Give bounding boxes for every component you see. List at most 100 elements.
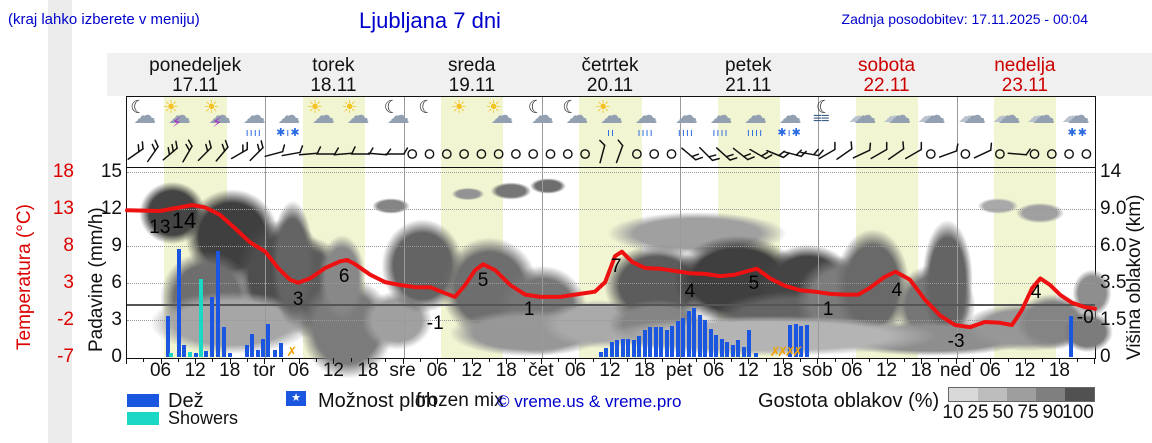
icon-layer: ☁ [242, 102, 266, 128]
rain-swatch [127, 394, 159, 407]
time-label: 06 [703, 360, 725, 381]
time-tick [368, 358, 369, 364]
time-tick [1007, 358, 1009, 362]
precip-tick-label: 0 [111, 346, 122, 367]
cloud-tick-label: 9.0 [1100, 198, 1127, 219]
icon-layer: ☁ [277, 102, 301, 128]
day-separator [956, 168, 958, 358]
wind-barb-icon [127, 141, 144, 160]
temp-value-label: -0 [1076, 307, 1094, 329]
day-separator [680, 97, 682, 167]
time-label: 12 [184, 360, 206, 381]
precip-bar [194, 353, 199, 357]
temp-tick-label: 8 [63, 235, 74, 256]
showers-swatch [127, 412, 159, 425]
precip-bar [664, 329, 669, 357]
precip-tick-label: 15 [100, 161, 122, 182]
day-separator [680, 168, 682, 358]
time-tick [506, 358, 508, 364]
temp-tick-label: -2 [57, 309, 74, 330]
wind-barb-icon [973, 142, 993, 159]
page-left-strip [48, 0, 72, 443]
density-segment [978, 388, 1007, 401]
time-label: 06 [841, 360, 863, 381]
temp-value-label: 4 [684, 280, 696, 302]
shower-chance-star-icon: ★ [286, 391, 306, 406]
day-name: ponedeljek [149, 55, 242, 76]
icon-layer: ✱ı✱ [276, 127, 301, 139]
icon-layer: ☁ [917, 106, 936, 126]
calm-wind-icon [407, 149, 418, 159]
cloud-tick-label: 1.5 [1100, 309, 1127, 330]
wind-barb-icon [783, 149, 807, 158]
time-tick [419, 358, 421, 362]
time-tick [696, 358, 698, 362]
time-tick [471, 358, 473, 364]
icon-layer: ☁ [888, 102, 912, 128]
density-segment [1036, 388, 1065, 401]
time-tick [886, 358, 888, 364]
icon-layer: ☁ [1061, 106, 1080, 126]
icon-layer: ☁ [778, 102, 802, 128]
temp-value-label: 7 [610, 256, 622, 278]
day-date: 22.11 [863, 75, 910, 96]
cloud-tick-label: 14 [1100, 161, 1122, 182]
copyright-link[interactable]: © vreme.us & vreme.pro [497, 392, 682, 411]
precip-bar [724, 342, 729, 357]
precip-bar [702, 320, 707, 357]
time-tick [229, 358, 231, 364]
time-label: 12 [1014, 360, 1036, 381]
frozen-mix-icon: ✗ [792, 344, 804, 359]
precip-bar [221, 327, 226, 357]
calm-wind-icon [562, 149, 573, 159]
time-tick [627, 358, 629, 362]
time-tick [817, 358, 819, 364]
frozen-mix-icon: ✗ [769, 344, 781, 359]
precip-bar [746, 329, 751, 357]
temperature-curve [125, 203, 1097, 330]
precip-bar [187, 352, 192, 357]
frozen-mix-icon: ✗ [777, 344, 789, 359]
precip-bar [691, 307, 696, 357]
icon-layer: ☀ [485, 97, 502, 117]
time-tick [489, 358, 490, 362]
wind-barb-icon [732, 147, 755, 161]
time-tick [869, 358, 871, 362]
sleet-icon: ☁ ✱ı✱ [270, 97, 306, 141]
time-label: 18 [357, 360, 379, 381]
icon-layer: ☁ [744, 102, 768, 128]
precip-bar [176, 248, 181, 357]
temp-value-label: 6 [338, 265, 350, 287]
time-tick [782, 358, 784, 364]
precip-bar [686, 311, 691, 357]
rain-icon: ☁ ıııı [236, 97, 272, 141]
wind-barb-icon [870, 141, 888, 160]
temp-value-label: 1 [822, 299, 834, 321]
icon-layer: ☀ [450, 97, 468, 117]
day-date: 23.11 [1001, 75, 1048, 96]
time-tick [679, 358, 681, 364]
icon-layer: ☁ [853, 102, 877, 128]
precip-bar [255, 349, 260, 357]
time-label: 18 [910, 360, 932, 381]
day-header-strip [107, 53, 1152, 96]
precip-bar [169, 353, 174, 357]
time-tick [126, 358, 127, 364]
time-tick [1042, 358, 1044, 362]
wind-barb-icon [800, 148, 824, 157]
temp-value-label: 3 [292, 288, 304, 310]
density-tick-label: 75 [1017, 402, 1039, 423]
day-date: 20.11 [586, 75, 634, 96]
wind-barb-icon [162, 140, 178, 161]
icon-layer: ☾ [130, 97, 147, 117]
day-date: 19.11 [448, 75, 495, 96]
icon-layer: ☁ [167, 102, 191, 128]
time-tick [350, 358, 352, 362]
time-label: 06 [979, 360, 1001, 381]
time-label: 06 [149, 360, 172, 381]
temp-tick-label: 3 [63, 272, 74, 293]
wind-barb-icon [818, 141, 836, 160]
day-name: sobota [858, 55, 916, 76]
temp-tick-label: -7 [57, 346, 74, 367]
